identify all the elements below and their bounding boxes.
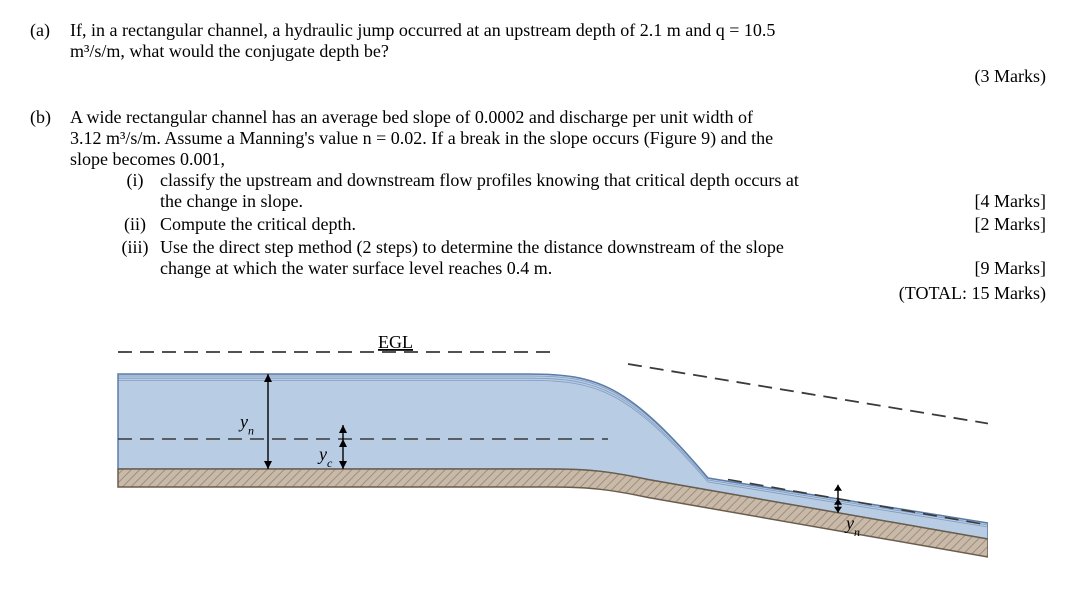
question-a-label: (a) <box>30 20 70 87</box>
question-a-marks: (3 Marks) <box>70 66 1046 87</box>
question-b-intro1: A wide rectangular channel has an averag… <box>70 107 1046 128</box>
question-b: (b) A wide rectangular channel has an av… <box>30 107 1046 304</box>
question-b-label: (b) <box>30 107 70 304</box>
subitem-i-line2: the change in slope. <box>160 191 955 212</box>
question-a-content: If, in a rectangular channel, a hydrauli… <box>70 20 1046 87</box>
subitem-iii-line2: change at which the water surface level … <box>160 258 955 279</box>
svg-text:EGL: EGL <box>378 334 413 352</box>
subitem-i-label: (i) <box>110 170 160 212</box>
subitem-iii-line1: Use the direct step method (2 steps) to … <box>160 237 1046 258</box>
channel-diagram: EGLynycyn <box>88 334 988 574</box>
figure-9: EGLynycyn <box>30 334 1046 574</box>
subitem-i: (i) classify the upstream and downstream… <box>110 170 1046 212</box>
subitem-iii: (iii) Use the direct step method (2 step… <box>110 237 1046 279</box>
subitem-iii-content: Use the direct step method (2 steps) to … <box>160 237 1046 279</box>
question-b-intro3: slope becomes 0.001, <box>70 149 1046 170</box>
subitem-ii-line1: Compute the critical depth. <box>160 214 955 235</box>
subitem-i-marks: [4 Marks] <box>955 191 1046 212</box>
subitem-iii-marks: [9 Marks] <box>955 258 1046 279</box>
question-b-content: A wide rectangular channel has an averag… <box>70 107 1046 304</box>
subitem-ii: (ii) Compute the critical depth. [2 Mark… <box>110 214 1046 235</box>
subitem-i-content: classify the upstream and downstream flo… <box>160 170 1046 212</box>
subitem-ii-content: Compute the critical depth. [2 Marks] <box>160 214 1046 235</box>
question-b-total: (TOTAL: 15 Marks) <box>70 283 1046 304</box>
question-a-line2: m³/s/m, what would the conjugate depth b… <box>70 41 1046 62</box>
question-a: (a) If, in a rectangular channel, a hydr… <box>30 20 1046 87</box>
question-a-line1: If, in a rectangular channel, a hydrauli… <box>70 20 1046 41</box>
question-b-intro2: 3.12 m³/s/m. Assume a Manning's value n … <box>70 128 1046 149</box>
subitem-i-line1: classify the upstream and downstream flo… <box>160 170 1046 191</box>
subitem-ii-label: (ii) <box>110 214 160 235</box>
question-b-subitems: (i) classify the upstream and downstream… <box>110 170 1046 279</box>
subitem-iii-label: (iii) <box>110 237 160 279</box>
subitem-ii-marks: [2 Marks] <box>955 214 1046 235</box>
